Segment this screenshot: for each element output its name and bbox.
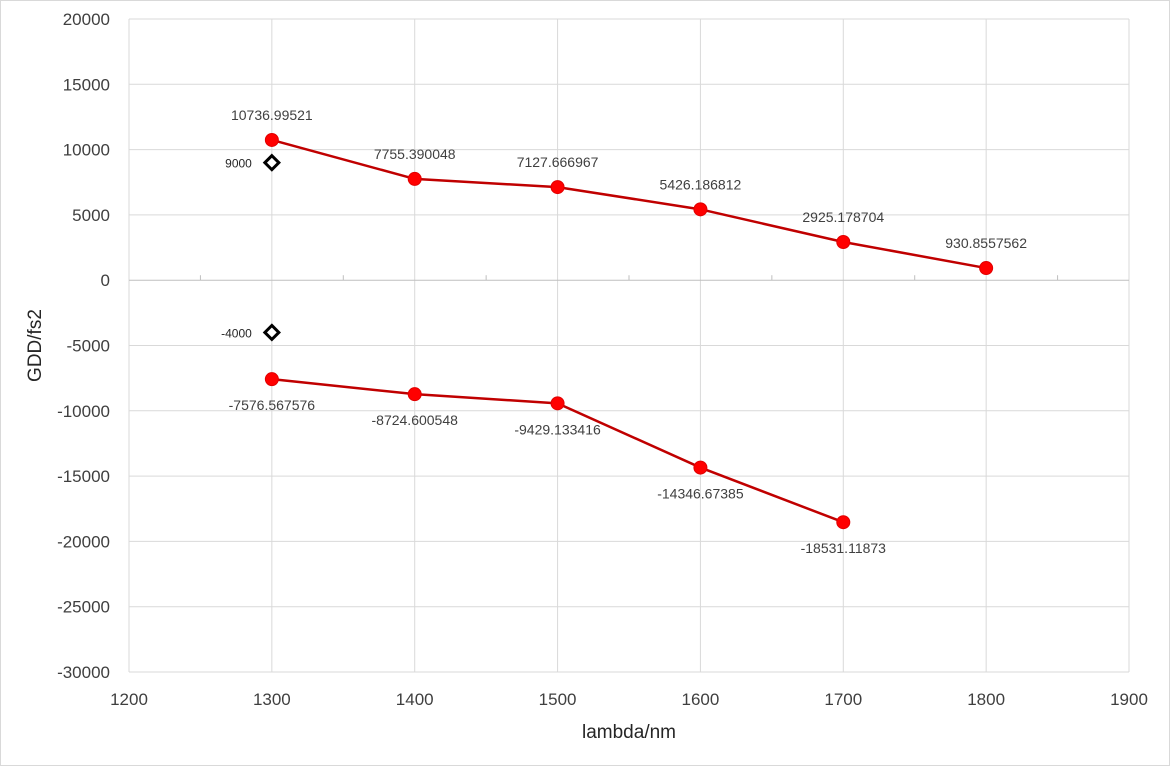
data-label: 2925.178704	[802, 209, 884, 225]
axes: 20000 15000 10000 5000 0 -5000 -10000 -15000 -20…	[57, 10, 1148, 709]
y-tick-label: 20000	[63, 10, 110, 29]
x-tick-label: 1200	[110, 690, 148, 709]
data-point	[979, 261, 994, 276]
x-tick-label: 1500	[539, 690, 577, 709]
x-tick-label: 1800	[967, 690, 1005, 709]
data-point	[264, 372, 279, 387]
data-label: 7755.390048	[374, 146, 456, 162]
y-tick-label: -15000	[57, 467, 110, 486]
y-tick-label: 5000	[72, 206, 110, 225]
data-point	[836, 515, 851, 530]
y-tick-label: -25000	[57, 598, 110, 617]
y-tick-label: -20000	[57, 532, 110, 551]
data-label: -8724.600548	[372, 412, 459, 428]
data-labels: 10736.99521 7755.390048 7127.666967 5426.18…	[221, 107, 1027, 556]
data-point	[836, 234, 851, 249]
y-tick-label: -10000	[57, 402, 110, 421]
data-label: -18531.11873	[801, 540, 887, 556]
y-tick-label: 15000	[63, 75, 110, 94]
data-label: 9000	[225, 157, 252, 171]
data-label: 930.8557562	[945, 235, 1027, 251]
y-tick-label: 0	[101, 271, 110, 290]
marker-point	[262, 323, 281, 342]
data-label: 10736.99521	[231, 107, 313, 123]
y-tick-label: -30000	[57, 663, 110, 682]
y-axis-title: GDD/fs2	[25, 309, 46, 382]
data-point	[550, 180, 565, 195]
y-tick-label: -5000	[67, 337, 110, 356]
x-tick-label: 1600	[682, 690, 720, 709]
data-point	[264, 132, 279, 147]
marker-point	[262, 153, 281, 172]
x-tick-label: 1700	[824, 690, 862, 709]
gridlines	[128, 18, 1130, 673]
series-line	[271, 138, 987, 270]
x-tick-label: 1300	[253, 690, 291, 709]
data-point	[693, 460, 708, 475]
data-label: -4000	[221, 326, 252, 340]
x-tick-label: 1400	[396, 690, 434, 709]
data-label: 5426.186812	[660, 176, 742, 192]
data-point	[693, 202, 708, 217]
x-tick-label: 1900	[1110, 690, 1148, 709]
data-point	[407, 387, 422, 402]
data-label: -9429.133416	[514, 421, 601, 437]
data-label: 7127.666967	[517, 154, 599, 170]
data-point	[550, 396, 565, 411]
data-point	[407, 171, 422, 186]
data-label: -7576.567576	[229, 397, 316, 413]
y-tick-label: 10000	[63, 141, 110, 160]
x-axis-title: lambda/nm	[582, 722, 676, 743]
data-label: -14346.67385	[657, 486, 744, 502]
series	[262, 132, 994, 530]
